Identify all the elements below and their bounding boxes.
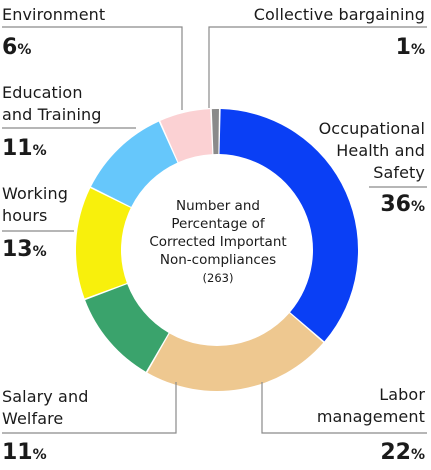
pct-working-value: 13	[2, 237, 33, 262]
label-education-training: Education and Training	[2, 82, 102, 126]
pct-working-unit: %	[32, 244, 47, 260]
slice-labor	[147, 313, 324, 391]
center-line-4: Non-compliances	[159, 252, 277, 268]
pct-ohs-unit: %	[410, 199, 425, 215]
label-salary-line-1: Salary and	[2, 387, 89, 406]
label-working-line-2: hours	[2, 206, 48, 225]
pct-education-value: 11	[2, 136, 33, 161]
label-working-hours: Working hours	[2, 183, 68, 227]
pct-salary-value: 11	[2, 440, 33, 465]
label-environment-line-1: Environment	[2, 5, 106, 24]
donut-slices	[76, 109, 358, 391]
label-working-line-1: Working	[2, 184, 68, 203]
pct-salary-unit: %	[32, 447, 47, 463]
pct-education-training: 11%	[2, 136, 47, 164]
leader-labor	[261, 382, 427, 434]
slice-collective	[211, 109, 219, 155]
label-education-line-1: Education	[2, 83, 83, 102]
label-salary-line-2: Welfare	[2, 409, 64, 428]
pct-education-unit: %	[32, 143, 47, 159]
leader-salary	[2, 382, 177, 434]
label-labor-management: Labor management	[317, 384, 425, 428]
pct-labor-management: 22%	[380, 440, 425, 468]
label-education-line-2: and Training	[2, 105, 102, 124]
pct-labor-value: 22	[380, 440, 411, 465]
center-line-3: Corrected Important	[149, 234, 287, 250]
pct-collective-value: 1	[395, 35, 411, 60]
label-salary-welfare: Salary and Welfare	[2, 386, 88, 430]
pct-environment-value: 6	[2, 35, 18, 60]
center-total: (263)	[202, 271, 234, 285]
label-collective-bargaining: Collective bargaining	[254, 4, 425, 26]
pct-collective-bargaining: 1%	[396, 35, 425, 63]
center-line-1: Number and	[176, 198, 260, 214]
label-occupational-health-safety: Occupational Health and Safety	[319, 118, 425, 184]
slice-working	[76, 188, 131, 299]
label-ohs-line-3: Safety	[373, 163, 425, 182]
pct-working-hours: 13%	[2, 237, 47, 265]
label-ohs-line-1: Occupational	[318, 119, 425, 138]
pct-labor-unit: %	[410, 447, 425, 463]
pct-salary-welfare: 11%	[2, 440, 47, 468]
pct-ohs-value: 36	[380, 192, 411, 217]
label-labor-line-1: Labor	[379, 385, 425, 404]
slice-salary	[85, 284, 169, 372]
label-labor-line-2: management	[316, 407, 425, 426]
slice-ohs	[219, 109, 358, 342]
leader-lines	[2, 26, 427, 434]
pct-occupational-health-safety: 36%	[380, 192, 425, 220]
pct-environment: 6%	[2, 35, 31, 63]
label-collective-line-1: Collective bargaining	[253, 5, 425, 24]
label-ohs-line-2: Health and	[336, 141, 425, 160]
label-environment: Environment	[2, 4, 105, 26]
slice-education	[91, 121, 178, 207]
center-line-2: Percentage of	[171, 216, 265, 232]
pct-environment-unit: %	[17, 42, 32, 58]
pct-collective-unit: %	[410, 42, 425, 58]
center-title: Number and Percentage of Corrected Impor…	[138, 197, 298, 287]
leader-collective	[208, 26, 427, 108]
slice-environment	[160, 109, 213, 163]
leader-environment	[2, 26, 183, 110]
